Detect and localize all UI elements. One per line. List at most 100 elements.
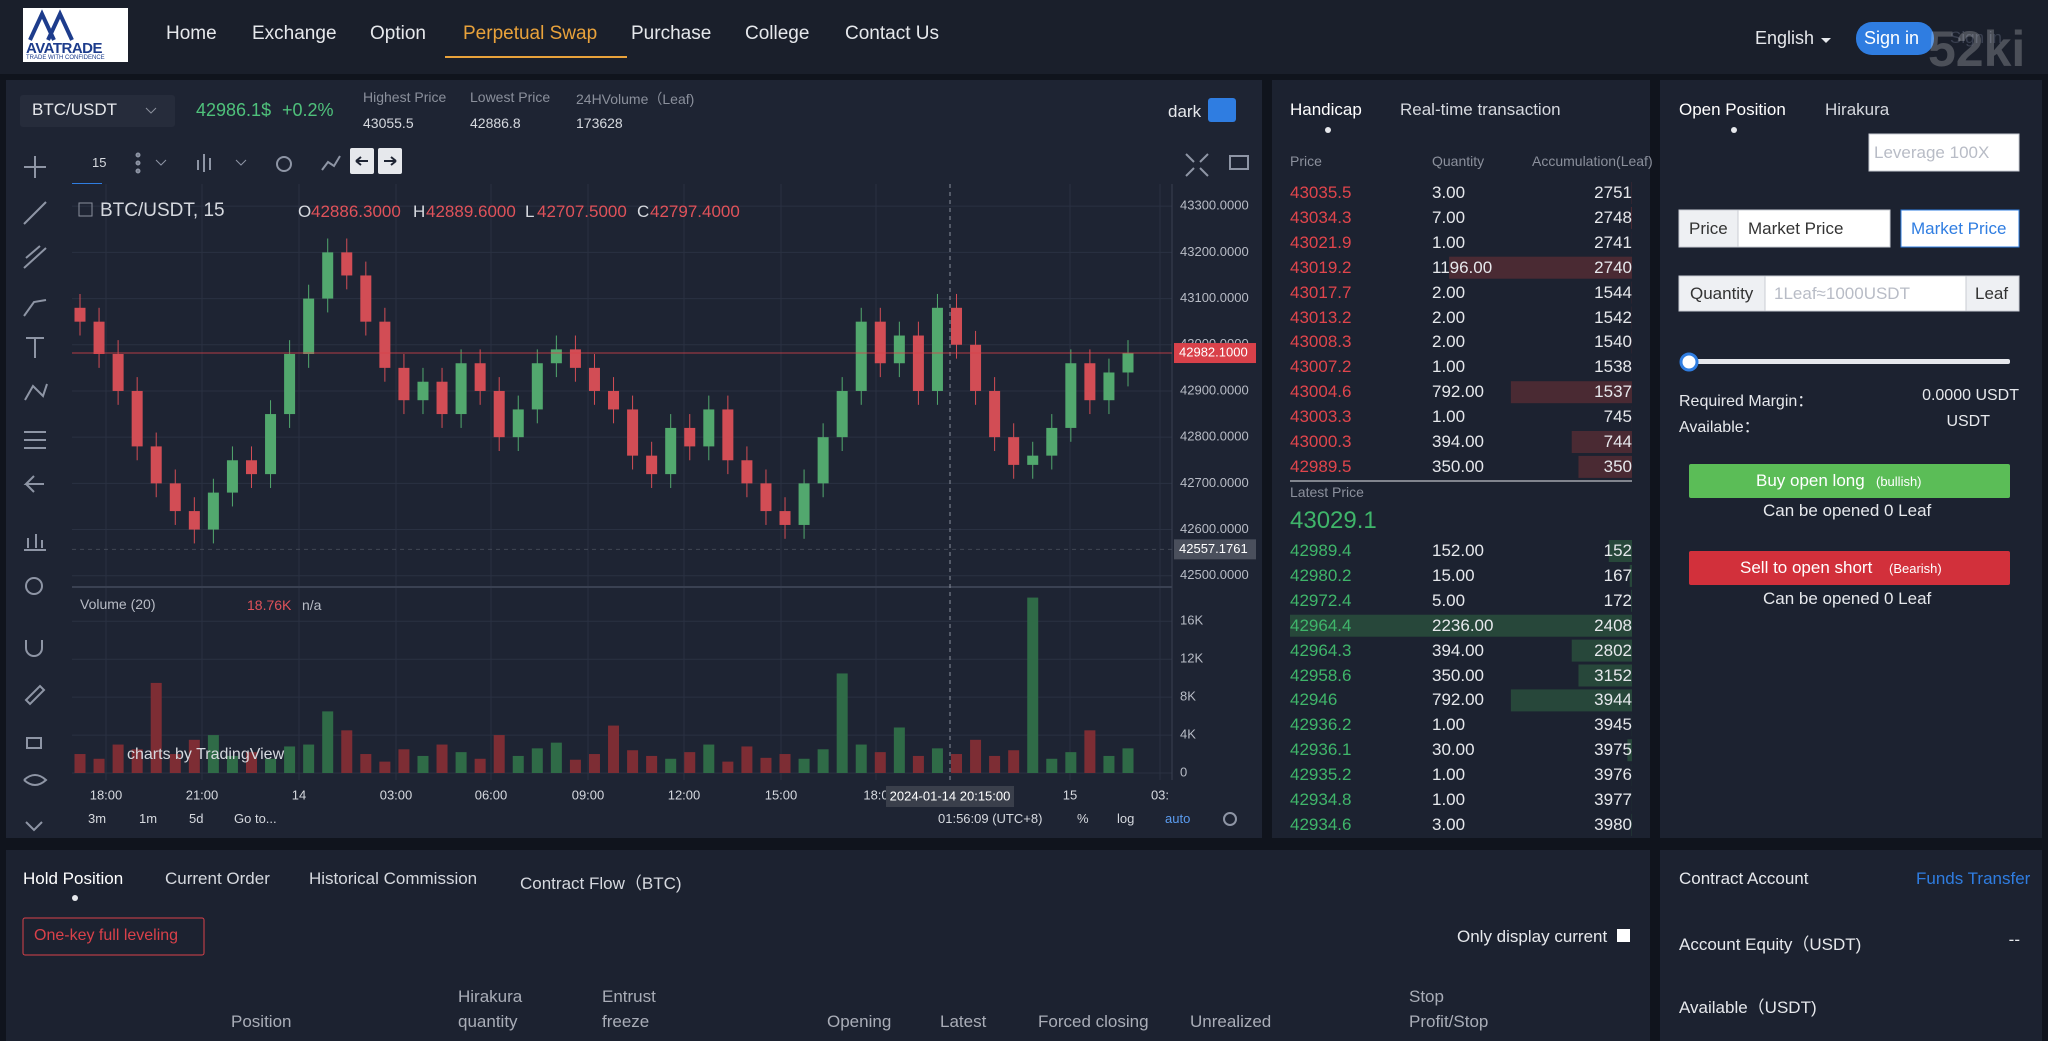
candle-body xyxy=(684,427,696,447)
x-tick-label: 15 xyxy=(1063,787,1077,802)
range-button[interactable]: 3m xyxy=(88,811,107,826)
available-label: Available（USDT) xyxy=(1679,998,1817,1017)
volume-bar xyxy=(627,750,639,773)
tradingview-credit: charts by TradingView xyxy=(127,746,285,763)
tab[interactable]: Handicap xyxy=(1290,100,1362,119)
market-price-label[interactable]: Market Price xyxy=(1911,219,2007,238)
tab[interactable]: Hold Position xyxy=(23,869,124,888)
candle-body xyxy=(474,363,486,391)
x-tick-label: 03: xyxy=(1151,787,1169,802)
slider-thumb[interactable] xyxy=(1679,352,1699,372)
candle-body xyxy=(436,381,448,415)
y-tick-label: 8K xyxy=(1180,689,1196,704)
full-leveling-button[interactable] xyxy=(22,917,205,956)
tab[interactable]: Hirakura xyxy=(1825,100,1890,119)
tab[interactable]: Real-time transaction xyxy=(1400,100,1561,119)
accumulation: 1542 xyxy=(1594,307,1632,327)
nav-item[interactable]: Home xyxy=(166,23,217,44)
accumulation: 3980 xyxy=(1594,814,1632,834)
pair-label[interactable]: BTC/USDT xyxy=(32,100,117,119)
nav-item[interactable]: Contact Us xyxy=(845,23,939,44)
range-button[interactable]: 5d xyxy=(189,811,204,826)
stat-label: 24HVolume（Leaf) xyxy=(576,91,695,107)
tab[interactable]: Historical Commission xyxy=(309,869,478,888)
volume-last: 18.76K xyxy=(247,597,292,613)
column-header: Opening xyxy=(827,1012,892,1031)
accumulation: 3152 xyxy=(1594,665,1632,685)
ohlc-value: 42889.6000 xyxy=(426,202,516,221)
candle-body xyxy=(874,321,886,364)
quantity: 394.00 xyxy=(1432,640,1484,660)
scale-option[interactable]: auto xyxy=(1165,811,1191,826)
sign-in-label[interactable]: Sign in xyxy=(1864,28,1920,48)
volume-bar xyxy=(455,752,467,773)
volume-bar xyxy=(989,755,1001,773)
theme-toggle xyxy=(1208,98,1236,122)
goto-button[interactable]: Go to... xyxy=(234,811,277,826)
only-current-label: Only display current xyxy=(1457,927,1608,946)
nav-item[interactable]: Perpetual Swap xyxy=(463,23,598,44)
candle-body xyxy=(1122,353,1134,373)
price: 42935.2 xyxy=(1290,765,1352,785)
full-leveling-label[interactable]: One-key full leveling xyxy=(34,927,179,944)
depth-bar xyxy=(1631,589,1632,612)
price-tag-label: 42982.1000 xyxy=(1179,344,1248,359)
checkbox[interactable] xyxy=(1617,929,1630,942)
y-tick-label: 43200.0000 xyxy=(1180,244,1249,259)
volume-bar xyxy=(245,752,257,773)
market-price-button[interactable] xyxy=(1900,209,2020,248)
scale-option[interactable]: log xyxy=(1117,811,1135,826)
tab[interactable]: Open Position xyxy=(1679,100,1786,119)
price: 43007.2 xyxy=(1290,357,1352,377)
sell-button[interactable] xyxy=(1689,551,2010,585)
leverage-input[interactable] xyxy=(1868,133,2020,172)
volume-bar xyxy=(207,735,219,773)
accumulation: 2741 xyxy=(1594,232,1632,252)
volume-bar xyxy=(341,730,353,773)
quantity: 792.00 xyxy=(1432,690,1484,710)
tab[interactable]: Current Order xyxy=(165,869,270,888)
nav-item[interactable]: Option xyxy=(370,23,426,44)
x-tick-label: 14 xyxy=(292,787,306,802)
ohlc-value: 42886.3000 xyxy=(311,202,401,221)
price: 42980.2 xyxy=(1290,565,1352,585)
buy-label[interactable]: Buy open long xyxy=(1756,471,1865,490)
candle-body xyxy=(760,483,772,512)
volume-bar xyxy=(417,755,429,773)
accumulation: 1537 xyxy=(1594,382,1632,402)
nav-item[interactable]: College xyxy=(745,23,810,44)
buy-button[interactable] xyxy=(1689,464,2010,498)
quantity-placeholder: 1Leaf≈1000USDT xyxy=(1774,284,1910,303)
accumulation: 350 xyxy=(1603,456,1632,476)
margin-value: 0.0000 USDT xyxy=(1922,387,2019,404)
price-tag xyxy=(1174,343,1256,364)
nav-item[interactable]: Exchange xyxy=(252,23,337,44)
column-header: Entrust freeze xyxy=(602,987,656,1031)
quantity: 1196.00 xyxy=(1432,257,1493,277)
interval-button[interactable]: 15 xyxy=(92,155,107,170)
depth-bar xyxy=(1578,664,1632,687)
language-select[interactable]: English xyxy=(1755,28,1815,48)
nav-item[interactable]: Purchase xyxy=(631,23,712,44)
volume-bar xyxy=(284,746,296,773)
quantity: 2.00 xyxy=(1432,307,1466,327)
range-button[interactable]: 1m xyxy=(139,811,158,826)
candle-body xyxy=(1008,437,1020,465)
volume-bar xyxy=(1122,748,1134,773)
caret xyxy=(155,159,247,166)
ohlc-key: L xyxy=(525,202,535,221)
quantity: 30.00 xyxy=(1432,740,1475,760)
quantity: 3.00 xyxy=(1432,183,1466,202)
tab[interactable]: Contract Flow（BTC) xyxy=(520,874,682,893)
volume-bar xyxy=(74,754,86,773)
candle-body xyxy=(512,409,524,438)
margin-label: Required Margin： xyxy=(1679,393,1814,410)
price: 42934.6 xyxy=(1290,814,1352,834)
slider-track[interactable] xyxy=(1688,359,2010,364)
accumulation: 2802 xyxy=(1594,640,1632,660)
sell-label[interactable]: Sell to open short xyxy=(1740,558,1873,577)
scale-option[interactable]: % xyxy=(1077,811,1089,826)
price: 43013.2 xyxy=(1290,307,1352,327)
funds-transfer[interactable]: Funds Transfer xyxy=(1916,869,2031,888)
